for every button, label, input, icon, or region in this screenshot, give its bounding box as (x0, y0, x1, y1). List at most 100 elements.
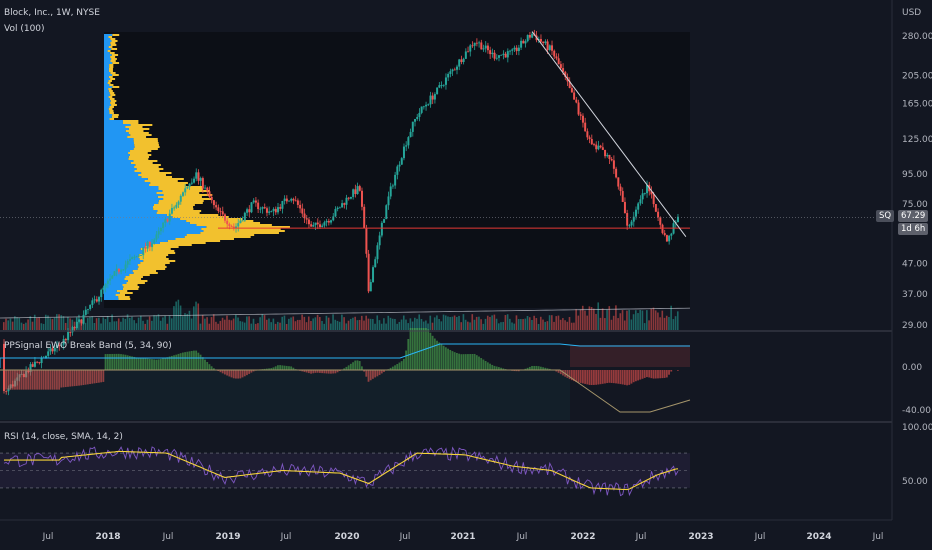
price-tick-label: 37.00 (902, 290, 928, 300)
candle-body (283, 198, 286, 201)
volume-bar (657, 312, 659, 330)
volume-bar (104, 318, 107, 330)
panel-separators[interactable] (0, 0, 893, 521)
vp-bar-yellow (111, 54, 119, 56)
volume-bar (221, 317, 224, 330)
ewo-bar (568, 370, 571, 380)
vp-bar-blue (104, 260, 144, 262)
ewo-bar (25, 370, 27, 390)
ewo-bar (250, 370, 253, 373)
candle-body (124, 264, 127, 270)
candle-body (442, 84, 445, 86)
volume-bar (272, 318, 275, 330)
vp-bar-blue (104, 156, 129, 158)
candle-body (573, 92, 576, 100)
ewo-bar (570, 370, 573, 381)
volume-bar (341, 314, 343, 330)
volume-bar (420, 318, 423, 330)
volume-bar (246, 316, 248, 330)
ewo-bar (305, 370, 308, 373)
volume-bar (93, 322, 96, 330)
trendline[interactable] (531, 31, 687, 237)
ewo-bar (588, 370, 591, 385)
rsi-title[interactable]: RSI (14, close, SMA, 14, 2) (4, 432, 123, 442)
vp-bar-yellow (109, 66, 114, 68)
volume-bar (650, 308, 653, 330)
vp-bar-yellow (143, 260, 176, 262)
price-axis[interactable]: 280.00 205.00 165.00 125.00 95.00 75.00 47.00 3… (902, 32, 932, 487)
ewo-bar (228, 370, 231, 377)
candle-body (458, 59, 461, 67)
volume-bar (323, 323, 326, 330)
time-axis[interactable]: Jul 2018 Jul 2019 Jul 2020 Jul 2021 Jul 2022 Jul 20… (42, 532, 884, 542)
candle-body (301, 208, 304, 214)
candle-body (467, 51, 470, 53)
volume-bar (593, 308, 595, 330)
candle-body (524, 41, 527, 44)
ewo-bar (84, 370, 87, 385)
ewo-bar (78, 370, 80, 386)
ewo-bar (396, 364, 399, 370)
volume-bar (82, 321, 85, 330)
vp-bar-yellow (130, 124, 153, 126)
candle-body (294, 200, 297, 202)
candle-body (307, 219, 310, 225)
ewo-bar (60, 370, 63, 388)
vp-bar-yellow (186, 234, 255, 236)
vp-bar-blue (104, 232, 201, 234)
volume-bar (436, 315, 438, 330)
candle-body (299, 204, 302, 209)
vp-bar-yellow (150, 182, 188, 184)
vp-bar-yellow (175, 238, 234, 240)
ewo-bar (162, 358, 164, 370)
ewo-bar (332, 370, 335, 374)
candle-body (40, 358, 43, 364)
ewo-bar (314, 370, 317, 373)
vp-bar-blue (104, 200, 159, 202)
volume-bar (111, 314, 113, 330)
price-tick-label: 125.00 (902, 135, 932, 145)
volume-bar (639, 309, 642, 330)
vp-bar-blue (104, 220, 187, 222)
volume-bar (27, 319, 29, 330)
volume-title[interactable]: Vol (100) (4, 24, 45, 34)
volume-bar (226, 315, 228, 330)
volume-bar (113, 321, 116, 330)
candle-body (120, 270, 123, 272)
volume-bar (433, 317, 436, 330)
vp-bar-blue (104, 64, 110, 66)
volume-bar (577, 315, 580, 330)
volume-bar (290, 317, 292, 330)
ewo-bar (590, 370, 593, 386)
candle-body (296, 200, 299, 205)
price-tick-label: 95.00 (902, 170, 928, 180)
vp-bar-blue (104, 126, 126, 128)
volume-bar (89, 316, 91, 330)
volume-bar (159, 320, 162, 330)
ewo-bar (201, 357, 204, 370)
candle-body (471, 45, 474, 47)
ewo-bar (206, 361, 209, 370)
volume-bar (575, 309, 577, 330)
candle-body (559, 64, 562, 69)
volume-bar (475, 316, 478, 330)
volume-bar (115, 321, 118, 330)
ewo-bar (416, 328, 419, 370)
ewo-title[interactable]: PPSignal EWO Break Band (5, 34, 90) (4, 341, 172, 351)
candle-body (431, 95, 434, 100)
candle-body (544, 41, 547, 44)
ewo-bar (414, 328, 416, 370)
vp-bar-blue (104, 238, 176, 240)
volume-bar (573, 322, 575, 330)
volume-bar (539, 316, 542, 330)
ewo-bar (98, 370, 100, 383)
ewo-bar (58, 370, 61, 390)
symbol-title[interactable]: Block, Inc., 1W, NYSE (4, 8, 100, 18)
candle-body (257, 202, 260, 210)
vp-bar-blue (104, 250, 143, 252)
ewo-bar (544, 367, 547, 370)
volume-bar (243, 322, 246, 330)
ewo-bar (573, 370, 575, 382)
volume-bar (305, 322, 308, 330)
